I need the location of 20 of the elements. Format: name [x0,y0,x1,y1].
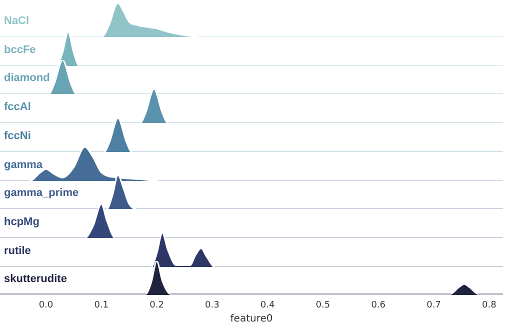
text: fccNi [4,130,31,143]
x-tick-label: 0.8 [482,301,497,312]
text: bccFe [4,44,36,57]
text: gamma_prime [4,187,79,200]
text: hcpMg [4,216,40,229]
text: gamma [4,158,43,172]
text: NaCl [4,15,30,28]
text: skutterudite [4,273,67,286]
x-tick-label: 0.4 [260,301,275,312]
x-tick-label: 0.3 [205,301,220,312]
x-tick-label: 0.0 [38,301,54,312]
x-axis-title: feature0 [230,314,273,325]
x-tick-label: 0.6 [371,301,386,312]
text: fccAl [4,101,31,114]
x-tick-label: 0.2 [150,301,164,312]
x-tick-label: 0.7 [426,301,441,312]
text: rutile [4,244,31,258]
x-tick-label: 0.1 [94,301,109,312]
text: diamond [4,72,50,86]
x-tick-label: 0.5 [316,301,330,312]
